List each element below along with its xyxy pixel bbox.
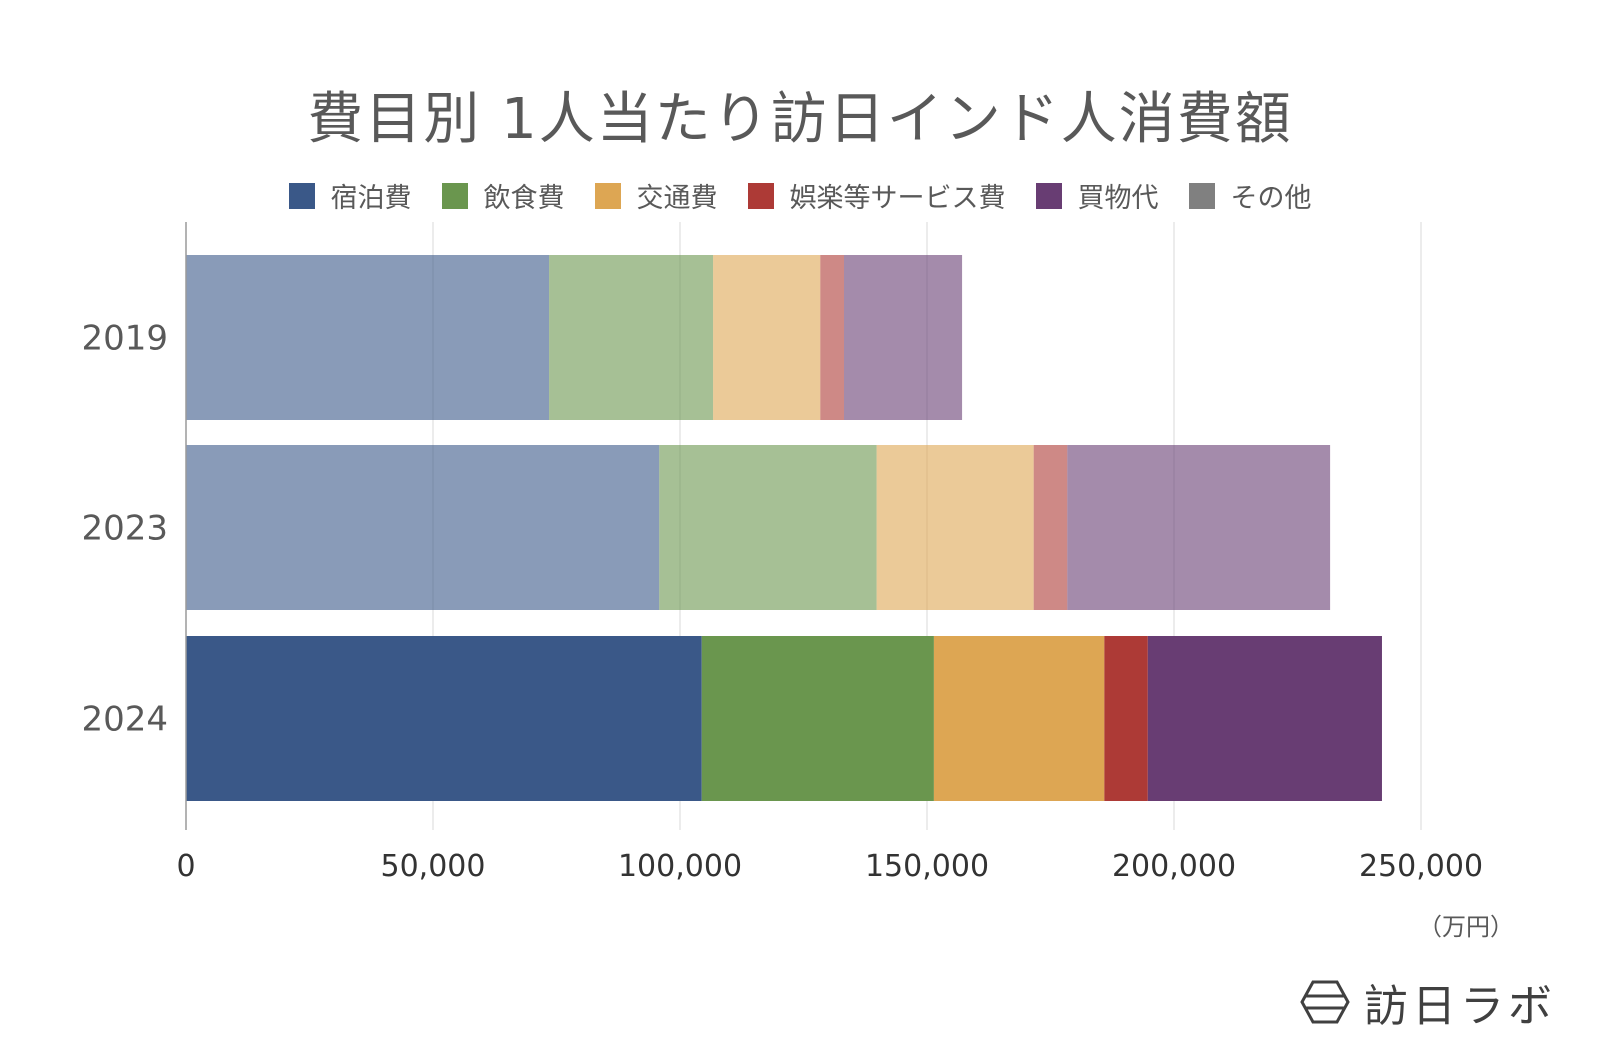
bar-segment (844, 255, 963, 420)
bar-segment (1067, 445, 1331, 610)
y-tick-label: 2019 (81, 319, 168, 359)
x-tick-label: 100,000 (618, 849, 742, 884)
bar-segment (701, 636, 934, 801)
legend-swatch (1188, 182, 1215, 209)
bar-segment (876, 445, 1034, 610)
bar-segment (549, 255, 714, 420)
legend-label: 交通費 (636, 183, 718, 214)
bar-segment (1104, 636, 1148, 801)
legend-item: 交通費 (594, 176, 718, 215)
legend-item: 娯楽等サービス費 (747, 176, 1006, 215)
x-tick-label: 50,000 (381, 849, 486, 884)
bar-segment (820, 255, 845, 420)
bar-segment (1033, 445, 1068, 610)
legend-swatch (594, 182, 621, 209)
legend-label: 宿泊費 (330, 183, 412, 214)
chart-title: 費目別 1人当たり訪日インド人消費額 (307, 87, 1293, 152)
x-tick-label: 250,000 (1359, 849, 1483, 884)
y-tick-label: 2024 (81, 700, 168, 740)
y-tick-label: 2023 (81, 509, 168, 549)
legend-label: 買物代 (1077, 183, 1159, 214)
brand-logo: 訪日ラボ (1300, 970, 1556, 1034)
legend-swatch (747, 182, 774, 209)
x-axis-unit-label: （万円） (1418, 913, 1514, 941)
bar-segment (659, 445, 877, 610)
x-tick-label: 150,000 (865, 849, 989, 884)
legend-swatch (1035, 182, 1062, 209)
legend-item: 飲食費 (441, 176, 565, 215)
legend-swatch (441, 182, 468, 209)
legend-item: 宿泊費 (288, 176, 412, 215)
legend-item: その他 (1188, 176, 1312, 215)
bar-segment (186, 636, 702, 801)
legend-label: 飲食費 (483, 183, 565, 214)
legend: 宿泊費 飲食費 交通費 娯楽等サービス費 買物代 その他 (0, 176, 1600, 215)
x-tick-label: 0 (176, 849, 195, 884)
bar-segment (186, 445, 660, 610)
legend-swatch (288, 182, 315, 209)
legend-item: 買物代 (1035, 176, 1159, 215)
legend-label: その他 (1230, 183, 1312, 214)
hexagon-logo-icon (1300, 980, 1350, 1024)
bar-segment (186, 255, 550, 420)
x-tick-label: 200,000 (1112, 849, 1236, 884)
bar-segment (933, 636, 1105, 801)
brand-name: 訪日ラボ (1364, 981, 1556, 1032)
legend-label: 娯楽等サービス費 (789, 183, 1006, 214)
bar-segment (713, 255, 821, 420)
bar-segment (1147, 636, 1382, 801)
